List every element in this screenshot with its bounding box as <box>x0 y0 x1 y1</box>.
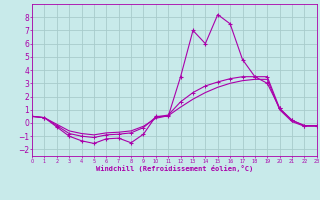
X-axis label: Windchill (Refroidissement éolien,°C): Windchill (Refroidissement éolien,°C) <box>96 165 253 172</box>
